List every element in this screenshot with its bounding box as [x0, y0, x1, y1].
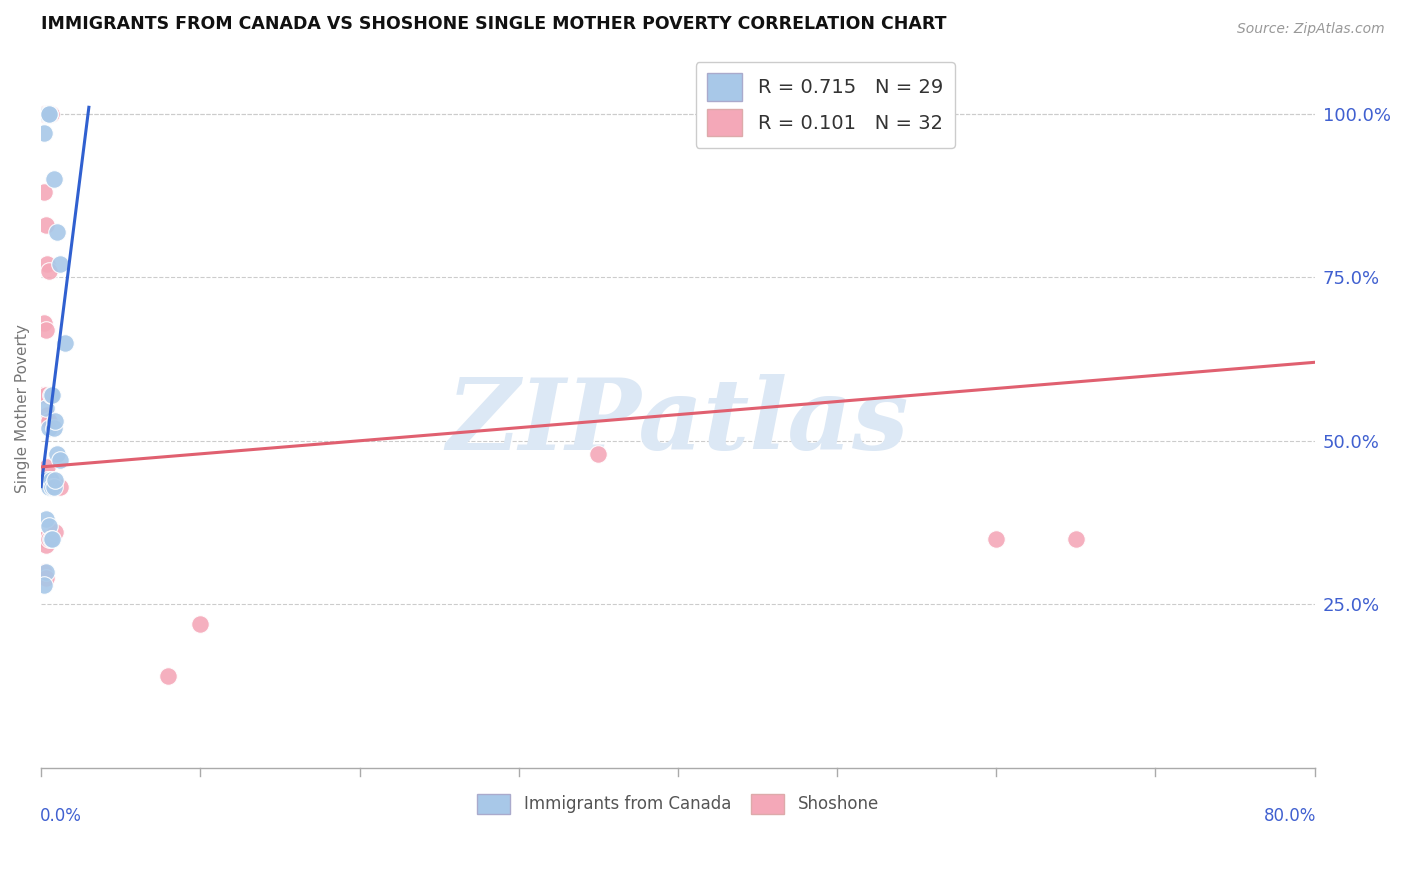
Point — [42, 420, 65, 434]
Point — [31, 388, 53, 402]
Point — [35, 218, 58, 232]
Point — [38, 414, 60, 428]
Point — [34, 127, 56, 141]
Point — [35, 401, 58, 415]
Point — [44, 479, 66, 493]
Point — [38, 518, 60, 533]
Point — [38, 420, 60, 434]
Point — [38, 473, 60, 487]
Point — [157, 669, 180, 683]
Point — [38, 532, 60, 546]
Point — [34, 532, 56, 546]
Point — [42, 172, 65, 186]
Point — [38, 479, 60, 493]
Point — [588, 447, 610, 461]
Point — [31, 473, 53, 487]
Text: 0.0%: 0.0% — [39, 807, 82, 825]
Point — [38, 107, 60, 121]
Text: Source: ZipAtlas.com: Source: ZipAtlas.com — [1237, 22, 1385, 37]
Point — [37, 107, 59, 121]
Point — [41, 479, 63, 493]
Point — [34, 577, 56, 591]
Point — [986, 532, 1008, 546]
Point — [44, 414, 66, 428]
Point — [34, 107, 56, 121]
Point — [34, 316, 56, 330]
Point — [49, 479, 72, 493]
Point — [35, 538, 58, 552]
Point — [35, 512, 58, 526]
Point — [41, 473, 63, 487]
Y-axis label: Single Mother Poverty: Single Mother Poverty — [15, 324, 30, 492]
Point — [39, 388, 62, 402]
Point — [34, 467, 56, 481]
Point — [38, 107, 60, 121]
Point — [46, 225, 69, 239]
Point — [53, 335, 76, 350]
Point — [37, 408, 59, 422]
Point — [35, 323, 58, 337]
Point — [49, 257, 72, 271]
Point — [41, 532, 63, 546]
Point — [44, 525, 66, 540]
Point — [44, 473, 66, 487]
Text: 80.0%: 80.0% — [1264, 807, 1316, 825]
Text: IMMIGRANTS FROM CANADA VS SHOSHONE SINGLE MOTHER POVERTY CORRELATION CHART: IMMIGRANTS FROM CANADA VS SHOSHONE SINGL… — [41, 15, 946, 33]
Point — [46, 447, 69, 461]
Point — [39, 532, 62, 546]
Point — [42, 479, 65, 493]
Point — [35, 388, 58, 402]
Point — [38, 264, 60, 278]
Point — [35, 467, 58, 481]
Point — [37, 257, 59, 271]
Point — [37, 107, 59, 121]
Point — [35, 571, 58, 585]
Point — [39, 107, 62, 121]
Point — [37, 473, 59, 487]
Point — [188, 616, 211, 631]
Point — [34, 186, 56, 200]
Point — [39, 473, 62, 487]
Point — [38, 107, 60, 121]
Point — [1064, 532, 1087, 546]
Point — [37, 459, 59, 474]
Point — [34, 565, 56, 579]
Point — [35, 565, 58, 579]
Point — [49, 453, 72, 467]
Text: ZIPatlas: ZIPatlas — [447, 375, 910, 471]
Point — [41, 388, 63, 402]
Legend: Immigrants from Canada, Shoshone: Immigrants from Canada, Shoshone — [470, 787, 886, 821]
